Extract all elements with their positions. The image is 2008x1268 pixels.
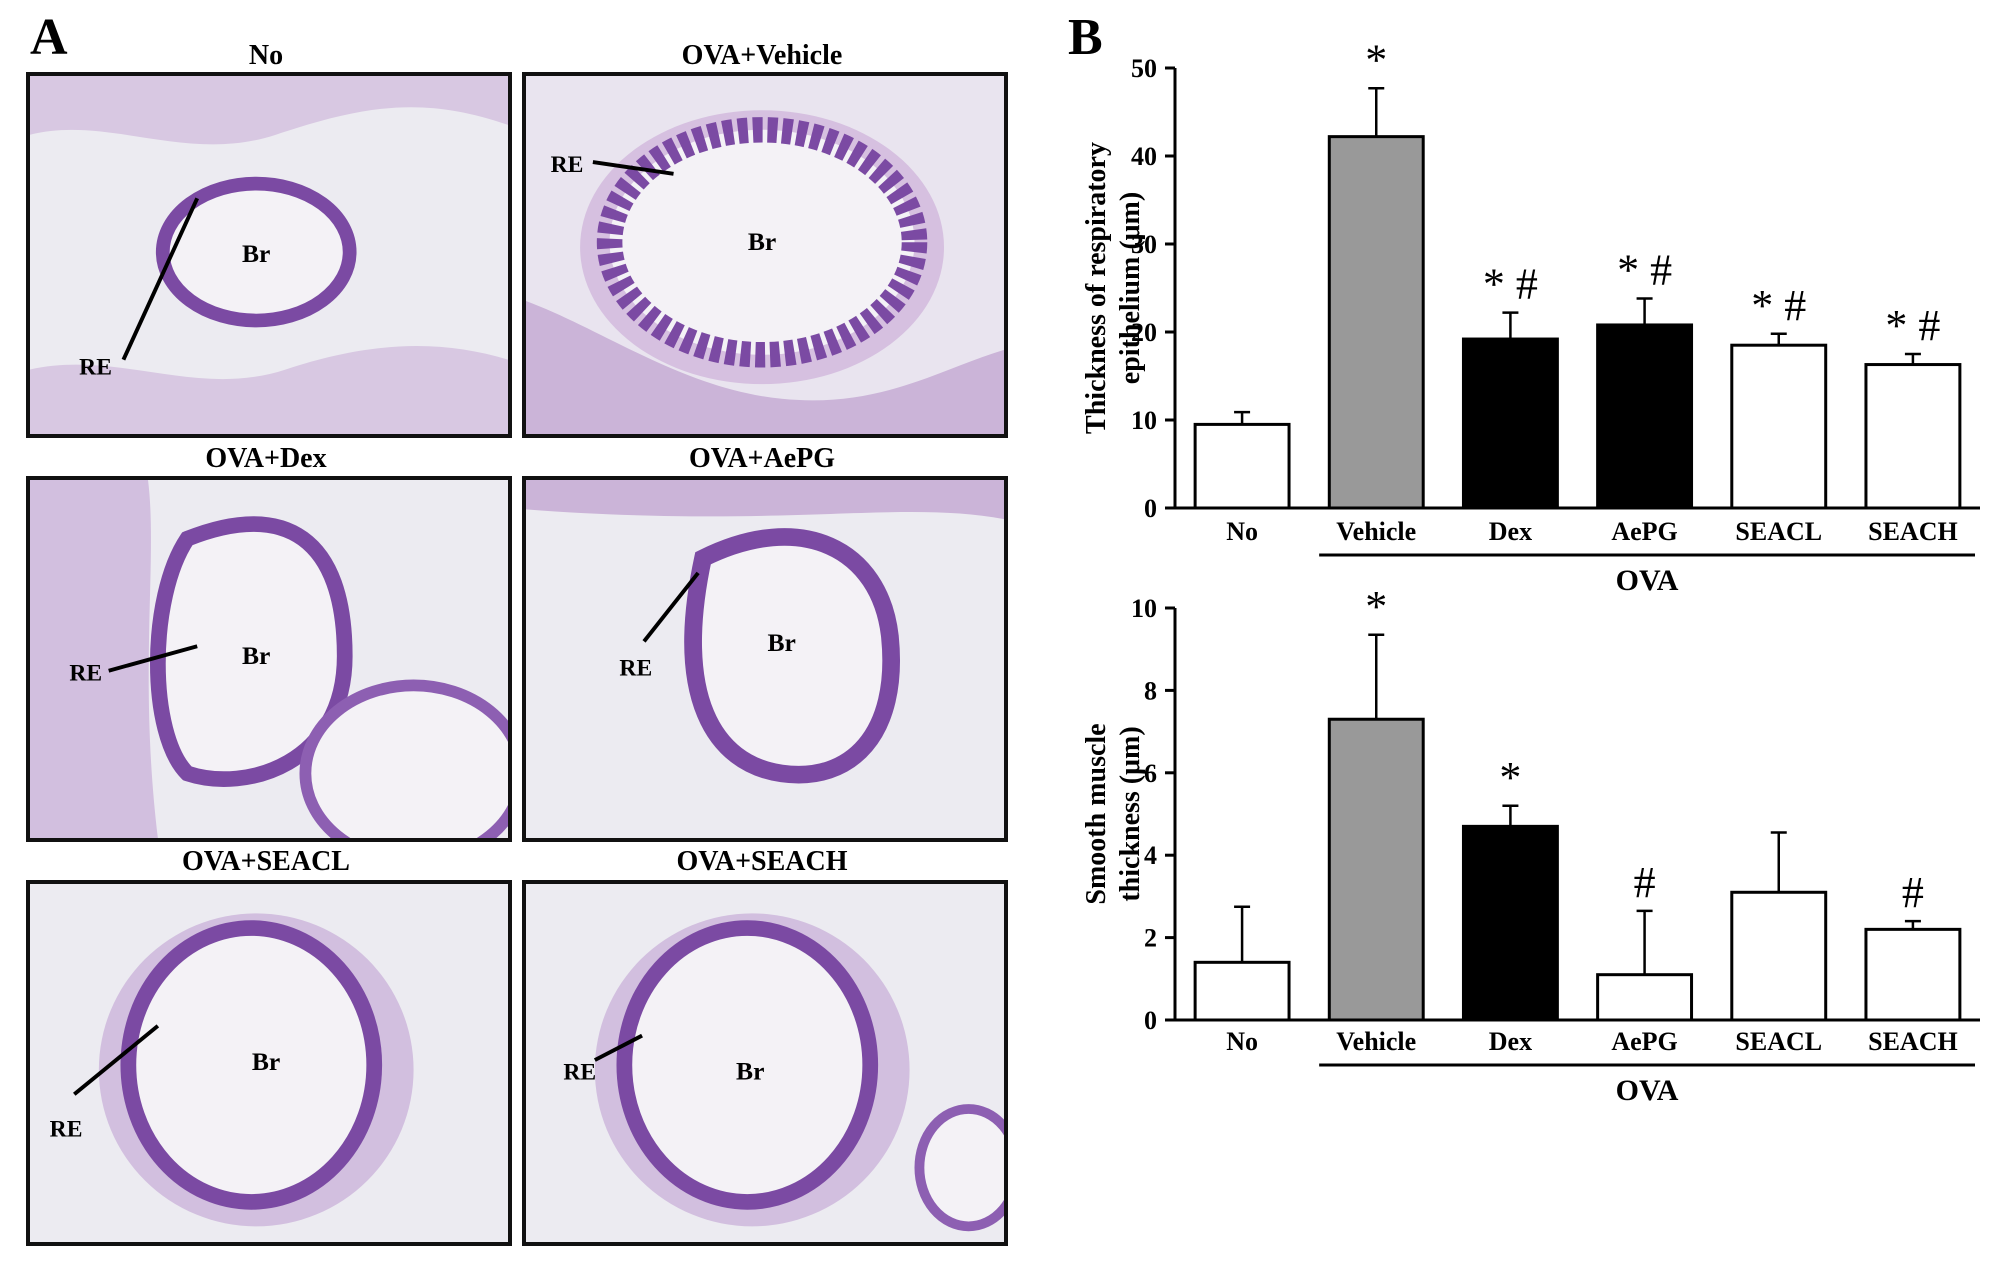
x-tick-label: Vehicle xyxy=(1336,1027,1416,1056)
x-tick-label: AePG xyxy=(1611,1027,1677,1056)
bar-no xyxy=(1193,960,1291,1022)
lumen-label: Br xyxy=(242,239,270,268)
micrograph-title-ova-seach: OVA+SEACH xyxy=(676,846,848,877)
micrograph-title-ova-aepg: OVA+AePG xyxy=(688,443,836,474)
y-tick-label: 10 xyxy=(1131,406,1157,435)
x-tick-label: Vehicle xyxy=(1336,517,1416,546)
x-tick-label: Dex xyxy=(1489,517,1532,546)
x-tick-label: No xyxy=(1226,1027,1258,1056)
epithelium-label: RE xyxy=(50,1116,83,1142)
x-tick-label: SEACH xyxy=(1868,1027,1958,1056)
bar-vehicle xyxy=(1327,717,1425,1022)
bar-dex xyxy=(1461,337,1559,510)
significance-marker: # xyxy=(1634,858,1656,907)
x-tick-label: AePG xyxy=(1611,517,1677,546)
significance-marker: * # xyxy=(1885,301,1940,350)
y-axis-label: thickness (μm) xyxy=(1115,726,1146,901)
bar-seacl xyxy=(1730,343,1828,510)
lumen-label: Br xyxy=(768,628,796,657)
x-tick-label: No xyxy=(1226,517,1258,546)
bar-vehicle xyxy=(1327,135,1425,510)
x-tick-label: SEACL xyxy=(1735,1027,1822,1056)
x-tick-label: SEACL xyxy=(1735,517,1822,546)
bar-seach xyxy=(1864,927,1962,1022)
epithelium-label: RE xyxy=(551,152,584,178)
micrograph-ova-seacl: Br RE xyxy=(26,880,512,1246)
significance-marker: * xyxy=(1499,753,1521,802)
y-axis-label: Smooth muscle xyxy=(1081,723,1112,904)
micrograph-no: Br RE xyxy=(26,72,512,438)
y-tick-label: 50 xyxy=(1131,54,1157,83)
group-label: OVA xyxy=(1616,1074,1679,1107)
lumen-label: Br xyxy=(242,641,270,670)
significance-marker: * # xyxy=(1483,260,1538,309)
micrograph-title-ova-seacl: OVA+SEACL xyxy=(182,846,350,877)
y-tick-label: 0 xyxy=(1144,1006,1157,1035)
bar-seacl xyxy=(1730,890,1828,1022)
y-tick-label: 4 xyxy=(1144,841,1157,870)
y-tick-label: 6 xyxy=(1144,759,1157,788)
y-tick-label: 2 xyxy=(1144,924,1157,953)
micrograph-ova-seach: Br RE xyxy=(522,880,1008,1246)
lumen-label: Br xyxy=(748,227,776,256)
y-axis-label: epithelium (μm) xyxy=(1115,192,1146,384)
y-tick-label: 0 xyxy=(1144,494,1157,523)
significance-marker: * # xyxy=(1751,281,1806,330)
y-tick-label: 20 xyxy=(1131,318,1157,347)
epithelium-label: RE xyxy=(563,1060,596,1086)
lumen-label: Br xyxy=(736,1057,764,1086)
micrograph-ova-aepg: Br RE xyxy=(522,476,1008,842)
significance-marker: * xyxy=(1365,40,1387,84)
x-tick-label: SEACH xyxy=(1868,517,1958,546)
bar-aepg xyxy=(1596,323,1694,510)
panel-a-letter: A xyxy=(30,9,68,66)
micrograph-title-no: No xyxy=(248,40,284,71)
micrograph-title-ova-dex: OVA+Dex xyxy=(205,443,327,474)
y-tick-label: 10 xyxy=(1131,594,1157,623)
y-tick-label: 40 xyxy=(1131,142,1157,171)
lumen-label: Br xyxy=(252,1047,280,1076)
bar-seach xyxy=(1864,363,1962,510)
epithelium-label: RE xyxy=(619,656,652,682)
micrograph-ova-vehicle: Br RE xyxy=(522,72,1008,438)
bar-dex xyxy=(1461,824,1559,1022)
y-tick-label: 30 xyxy=(1131,230,1157,259)
epithelium-label: RE xyxy=(69,661,102,687)
panel-b-letter: B xyxy=(1068,9,1103,66)
x-tick-label: Dex xyxy=(1489,1027,1532,1056)
epithelium-label: RE xyxy=(79,354,112,380)
y-axis-label: Thickness of respiratory xyxy=(1081,142,1112,434)
significance-marker: * xyxy=(1365,582,1387,631)
group-label: OVA xyxy=(1616,564,1679,597)
significance-marker: * # xyxy=(1617,246,1672,295)
micrograph-title-ova-vehicle: OVA+Vehicle xyxy=(681,40,843,71)
micrograph-ova-dex: Br RE xyxy=(26,476,512,842)
y-tick-label: 8 xyxy=(1144,676,1157,705)
bar-no xyxy=(1193,422,1291,510)
bar-aepg xyxy=(1596,973,1694,1022)
significance-marker: # xyxy=(1902,868,1924,917)
